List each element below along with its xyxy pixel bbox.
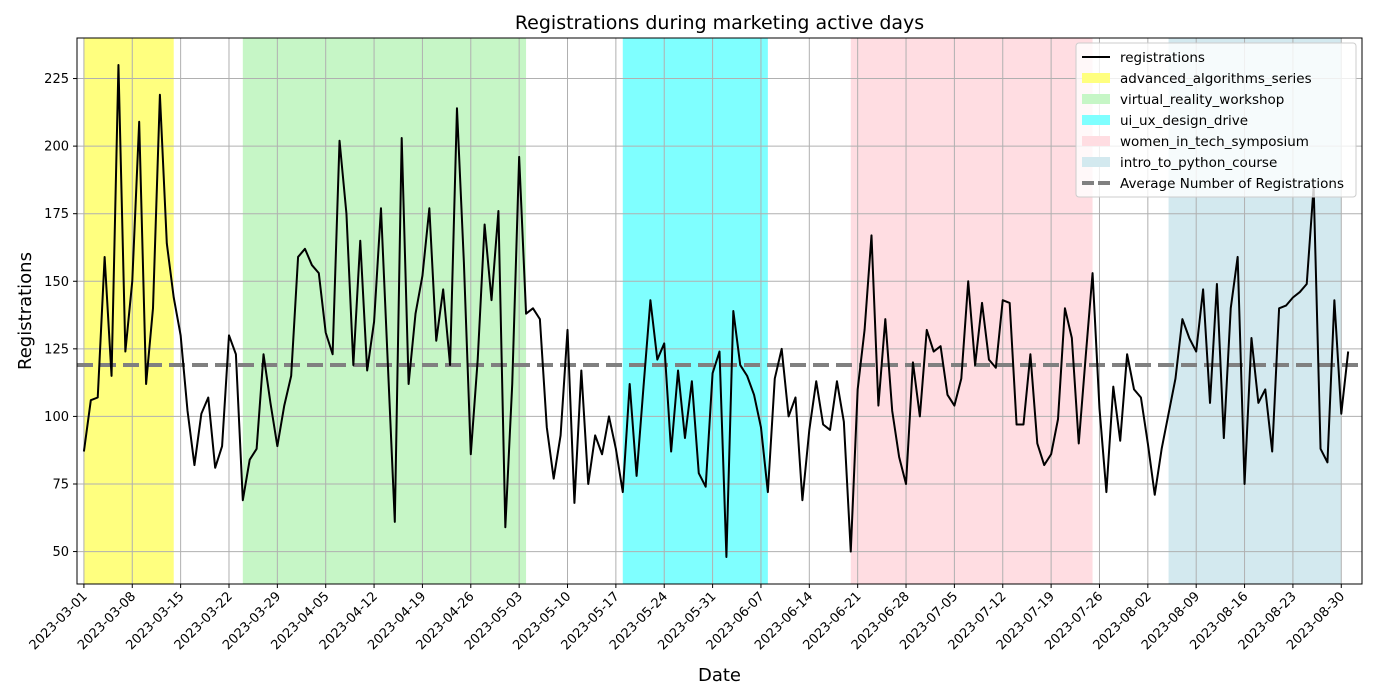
y-tick-label: 150 xyxy=(44,275,69,290)
y-axis-ticks: 50 75 100 125 150 175 200 225 xyxy=(44,72,77,560)
legend-label: Average Number of Registrations xyxy=(1120,176,1344,192)
campaign-band xyxy=(242,38,527,584)
legend-patch-swatch xyxy=(1082,115,1110,125)
series-layer xyxy=(82,64,1350,558)
legend-label: registrations xyxy=(1120,50,1205,66)
campaign-band xyxy=(622,38,768,584)
legend-patch-swatch xyxy=(1082,157,1110,167)
x-axis-label: Date xyxy=(698,665,741,686)
legend-patch-swatch xyxy=(1082,136,1110,146)
plot-frame xyxy=(76,37,1363,585)
campaign-bands xyxy=(83,38,1342,584)
legend-patch-swatch xyxy=(1082,94,1110,104)
y-tick-label: 125 xyxy=(44,342,69,357)
legend: registrations advanced_algorithms_seriesv… xyxy=(1075,42,1357,198)
legend-label: virtual_reality_workshop xyxy=(1120,92,1284,108)
y-axis-label: Registrations xyxy=(15,252,36,370)
y-tick-label: 200 xyxy=(44,140,69,155)
legend-box xyxy=(1075,42,1357,198)
y-tick-label: 175 xyxy=(44,207,69,222)
y-tick-label: 50 xyxy=(52,545,69,560)
x-axis-ticks: 2023-03-012023-03-082023-03-152023-03-22… xyxy=(27,584,1348,653)
legend-label: intro_to_python_course xyxy=(1120,155,1277,171)
y-tick-label: 100 xyxy=(44,410,69,425)
registrations-line xyxy=(82,64,1350,558)
y-tick-label: 225 xyxy=(44,72,69,87)
legend-label: advanced_algorithms_series xyxy=(1120,71,1312,87)
legend-patch-swatch xyxy=(1082,73,1110,83)
legend-label: women_in_tech_symposium xyxy=(1120,134,1309,150)
y-tick-label: 75 xyxy=(52,477,69,492)
chart-title: Registrations during marketing active da… xyxy=(515,12,924,34)
legend-label: ui_ux_design_drive xyxy=(1120,113,1248,129)
